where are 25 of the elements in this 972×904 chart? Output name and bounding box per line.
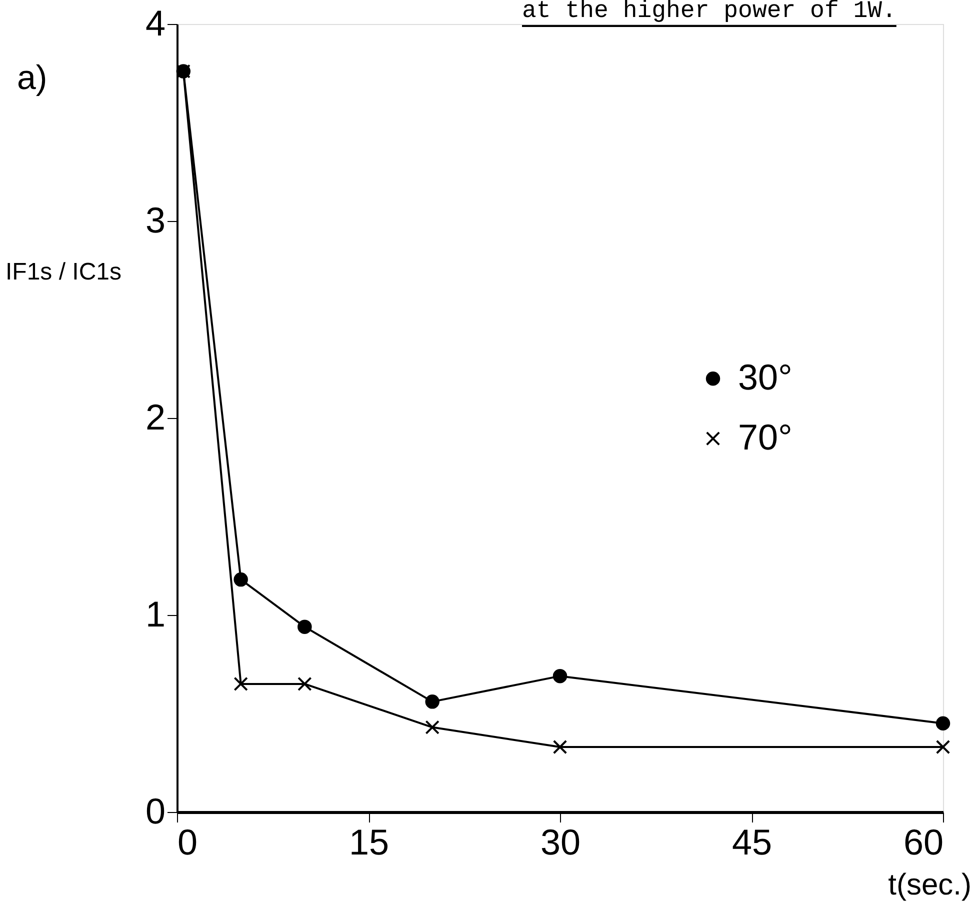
point: [936, 740, 950, 754]
x-tick-label: 0: [178, 822, 198, 862]
point: [298, 620, 312, 634]
y-tick-label: 4: [145, 2, 166, 44]
text: a): [17, 59, 48, 97]
legend-label: 30°: [738, 356, 792, 398]
x-tick-label: 45: [732, 822, 772, 862]
point: [552, 668, 568, 684]
point: [234, 572, 248, 587]
y-tick-label: 2: [145, 396, 166, 438]
x-axis-title: t(sec.): [888, 868, 972, 902]
point: [552, 740, 568, 754]
point: [425, 694, 440, 709]
point: [936, 716, 950, 730]
y-tick-label: 3: [145, 200, 166, 240]
y-axis-title: IF1s / IC1s: [6, 258, 122, 286]
legend-label: 70°: [738, 416, 792, 458]
x-tick-label: 60: [903, 822, 944, 862]
point: [298, 676, 312, 692]
x-tick-label: 30: [540, 822, 581, 862]
x-tick-label: 15: [348, 822, 390, 862]
point: [234, 676, 248, 692]
y-tick-label: 1: [145, 594, 166, 634]
point: [425, 720, 440, 734]
y-tick-label: 0: [145, 790, 166, 832]
